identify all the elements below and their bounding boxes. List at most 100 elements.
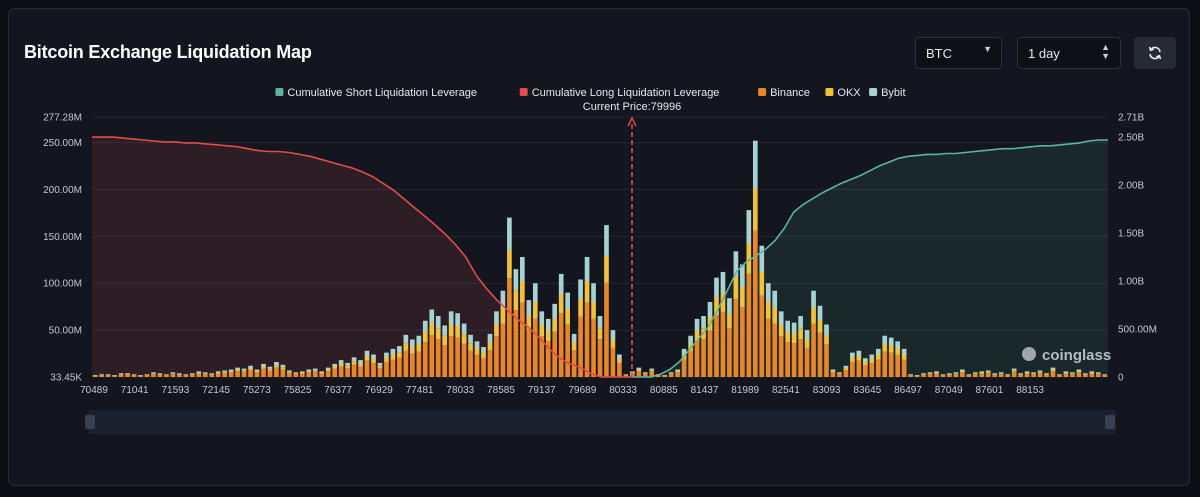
bar-okx[interactable] xyxy=(856,356,862,361)
bar-okx[interactable] xyxy=(830,371,836,373)
bar-bybit[interactable] xyxy=(856,350,862,356)
bar-binance[interactable] xyxy=(785,342,790,377)
bar-binance[interactable] xyxy=(694,340,700,377)
bar-bybit[interactable] xyxy=(397,346,402,353)
bar-bybit[interactable] xyxy=(772,290,778,308)
bar-okx[interactable] xyxy=(1011,370,1017,372)
bar-okx[interactable] xyxy=(105,374,111,376)
bar-binance[interactable] xyxy=(474,354,480,377)
bar-bybit[interactable] xyxy=(287,370,292,372)
bar-binance[interactable] xyxy=(837,374,842,377)
bar-bybit[interactable] xyxy=(118,373,124,374)
bar-okx[interactable] xyxy=(377,365,383,369)
bar-bybit[interactable] xyxy=(189,373,195,374)
bar-okx[interactable] xyxy=(888,345,894,353)
bar-binance[interactable] xyxy=(746,273,752,377)
bar-bybit[interactable] xyxy=(934,371,939,373)
bar-binance[interactable] xyxy=(429,335,435,377)
bar-binance[interactable] xyxy=(325,371,331,377)
bar-binance[interactable] xyxy=(584,302,590,377)
bar-okx[interactable] xyxy=(1070,373,1075,375)
bar-okx[interactable] xyxy=(507,249,512,279)
bar-binance[interactable] xyxy=(513,310,519,377)
bar-okx[interactable] xyxy=(610,339,616,348)
bar-bybit[interactable] xyxy=(824,324,829,335)
bar-bybit[interactable] xyxy=(558,273,564,295)
bar-bybit[interactable] xyxy=(468,334,473,344)
bar-bybit[interactable] xyxy=(494,311,499,325)
bar-binance[interactable] xyxy=(545,340,551,377)
bar-binance[interactable] xyxy=(791,343,797,377)
legend-swatch[interactable] xyxy=(825,88,834,96)
bar-binance[interactable] xyxy=(280,369,286,377)
bar-bybit[interactable] xyxy=(332,363,338,367)
bar-bybit[interactable] xyxy=(571,333,577,343)
bar-bybit[interactable] xyxy=(701,316,706,329)
bar-okx[interactable] xyxy=(850,357,855,362)
bar-binance[interactable] xyxy=(196,373,202,377)
bar-binance[interactable] xyxy=(934,373,939,377)
bar-okx[interactable] xyxy=(591,301,596,319)
bar-binance[interactable] xyxy=(908,375,913,377)
bar-okx[interactable] xyxy=(235,369,240,372)
bar-binance[interactable] xyxy=(118,374,124,377)
bar-okx[interactable] xyxy=(914,375,920,377)
legend-label[interactable]: Cumulative Short Liquidation Leverage xyxy=(287,87,477,99)
bar-bybit[interactable] xyxy=(364,350,370,356)
bar-bybit[interactable] xyxy=(319,371,325,373)
bar-okx[interactable] xyxy=(325,369,331,372)
bar-bybit[interactable] xyxy=(513,269,519,291)
bar-binance[interactable] xyxy=(377,368,383,377)
bar-bybit[interactable] xyxy=(668,372,674,374)
bar-bybit[interactable] xyxy=(177,373,182,374)
bar-okx[interactable] xyxy=(863,362,868,366)
bar-binance[interactable] xyxy=(824,344,829,377)
bar-binance[interactable] xyxy=(765,318,771,377)
bar-bybit[interactable] xyxy=(947,373,952,374)
bar-bybit[interactable] xyxy=(254,369,260,372)
bar-binance[interactable] xyxy=(940,375,946,377)
bar-bybit[interactable] xyxy=(985,370,991,372)
short-cumulative-line[interactable] xyxy=(632,139,1108,378)
bar-okx[interactable] xyxy=(992,374,998,375)
bar-binance[interactable] xyxy=(895,354,901,377)
bar-okx[interactable] xyxy=(1102,374,1108,376)
bar-binance[interactable] xyxy=(649,371,655,377)
bar-okx[interactable] xyxy=(487,342,493,351)
bar-okx[interactable] xyxy=(468,343,473,351)
bar-bybit[interactable] xyxy=(759,245,765,272)
bar-binance[interactable] xyxy=(267,370,273,377)
bar-binance[interactable] xyxy=(772,323,778,377)
bar-okx[interactable] xyxy=(177,374,182,375)
bar-bybit[interactable] xyxy=(681,348,687,355)
bar-okx[interactable] xyxy=(571,342,577,351)
bar-binance[interactable] xyxy=(1044,374,1049,377)
bar-okx[interactable] xyxy=(429,322,435,336)
bar-okx[interactable] xyxy=(319,372,325,374)
bar-bybit[interactable] xyxy=(280,364,286,368)
bar-binance[interactable] xyxy=(332,368,338,377)
bar-bybit[interactable] xyxy=(888,337,894,346)
bar-binance[interactable] xyxy=(701,339,706,377)
bar-bybit[interactable] xyxy=(92,375,98,376)
bar-bybit[interactable] xyxy=(274,362,279,365)
bar-okx[interactable] xyxy=(170,373,176,375)
bar-bybit[interactable] xyxy=(610,330,616,340)
bar-binance[interactable] xyxy=(985,372,991,377)
bar-bybit[interactable] xyxy=(312,368,318,371)
bar-okx[interactable] xyxy=(410,346,415,354)
bar-bybit[interactable] xyxy=(345,362,350,366)
bar-binance[interactable] xyxy=(215,373,221,377)
bar-okx[interactable] xyxy=(189,374,195,375)
bar-binance[interactable] xyxy=(351,364,357,377)
bar-binance[interactable] xyxy=(99,375,105,377)
bar-okx[interactable] xyxy=(144,374,150,376)
bar-okx[interactable] xyxy=(358,363,363,367)
bar-okx[interactable] xyxy=(720,292,726,312)
bar-binance[interactable] xyxy=(740,307,745,377)
bar-binance[interactable] xyxy=(287,372,292,377)
bar-binance[interactable] xyxy=(345,368,350,377)
bar-okx[interactable] xyxy=(1018,374,1023,375)
bar-binance[interactable] xyxy=(617,363,622,377)
bar-okx[interactable] xyxy=(364,356,370,361)
